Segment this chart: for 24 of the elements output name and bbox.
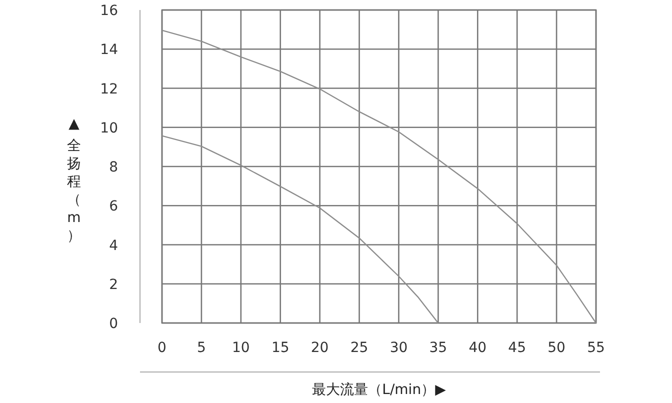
x-tick-label: 35 xyxy=(429,340,448,356)
x-tick-label: 25 xyxy=(350,340,368,356)
y-tick-label: 12 xyxy=(100,81,118,98)
y-axis-title: ▲ 全扬程（m） xyxy=(67,116,81,244)
y-tick-label: 2 xyxy=(109,276,118,293)
x-tick-label: 50 xyxy=(548,340,566,356)
y-tick-label: 8 xyxy=(109,160,118,176)
x-tick-label: 30 xyxy=(390,340,408,356)
x-tick-label: 40 xyxy=(468,340,487,356)
x-tick-label: 5 xyxy=(196,340,206,356)
y-tick-label: 10 xyxy=(100,120,118,136)
y-tick-label: 0 xyxy=(109,316,118,332)
x-tick-label: 0 xyxy=(158,340,166,356)
y-tick-label: 14 xyxy=(100,42,118,58)
x-tick-label: 55 xyxy=(587,340,605,356)
x-axis-title: 最大流量（L/min）▶ xyxy=(312,382,446,398)
y-tick-label: 4 xyxy=(109,238,118,254)
y-tick-label: 16 xyxy=(100,3,118,19)
x-tick-label: 10 xyxy=(232,340,250,356)
y-tick-label: 6 xyxy=(109,198,118,215)
line-series xyxy=(161,135,439,324)
x-tick-label: 15 xyxy=(271,340,290,356)
x-tick-label: 45 xyxy=(508,340,526,356)
x-tick-label: 20 xyxy=(310,340,329,356)
